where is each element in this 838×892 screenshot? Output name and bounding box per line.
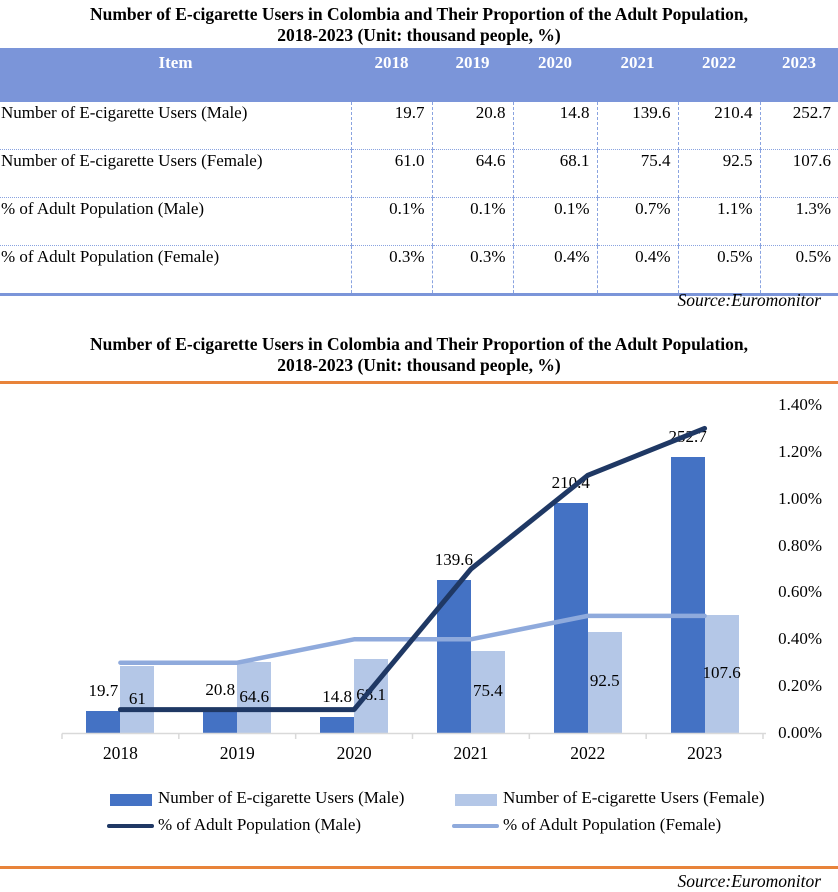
row-value: 92.5	[677, 149, 760, 198]
bar-users-male	[670, 456, 705, 733]
row-value: 0.1%	[350, 197, 432, 246]
bar-users-male	[86, 711, 121, 733]
legend-label-users-male: Number of E-cigarette Users (Male)	[158, 788, 405, 807]
data-label-female: 61	[128, 688, 146, 708]
table-row: % of Adult Population (Male) 0.1% 0.1% 0.1%…	[0, 197, 838, 246]
x-axis-label: 2023	[687, 743, 723, 763]
data-label-female: 92.5	[589, 671, 620, 691]
table-header-cell-2019: 2019	[432, 48, 513, 102]
chart-title-line1: Number of E-cigarette Users in Colombia …	[89, 334, 749, 354]
data-label-female: 64.6	[239, 686, 270, 706]
x-axis-label: 2022	[570, 743, 606, 763]
table-header-cell-item: Item	[0, 48, 351, 102]
row-label: Number of E-cigarette Users (Female)	[0, 149, 351, 198]
right-axis-tick-label: 0.80%	[778, 535, 822, 555]
row-value: 19.7	[350, 101, 432, 150]
x-axis-line	[61, 732, 766, 739]
data-table: Item 2018 2019 2020 2021 2022 2023 Number of E…	[0, 48, 838, 296]
right-axis-tick-label: 0.00%	[778, 723, 822, 742]
data-label-male: 19.7	[88, 681, 119, 701]
legend-swatch-pct-female	[452, 824, 499, 828]
row-value: 0.5%	[759, 245, 838, 295]
legend-swatch-users-male	[110, 794, 152, 806]
row-value: 68.1	[512, 149, 597, 198]
chart-title-line2: 2018-2023 (Unit: thousand people, %)	[277, 355, 561, 375]
bar-users-male	[203, 710, 238, 733]
row-label: % of Adult Population (Male)	[0, 197, 351, 246]
table-row: Number of E-cigarette Users (Female) 61.0…	[0, 149, 838, 198]
row-value: 14.8	[512, 101, 597, 150]
row-value: 0.4%	[512, 245, 597, 295]
legend-label-pct-male: % of Adult Population (Male)	[158, 815, 362, 834]
row-value: 0.1%	[431, 197, 513, 246]
x-axis-label: 2019	[219, 743, 255, 763]
legend-label-users-female: Number of E-cigarette Users (Female)	[503, 788, 765, 807]
bar-users-male	[436, 580, 471, 733]
table-header-cell-2023: 2023	[760, 48, 838, 102]
row-value: 0.3%	[350, 245, 432, 295]
chart-title: Number of E-cigarette Users in Colombia …	[0, 334, 838, 376]
row-value: 139.6	[596, 101, 678, 150]
right-axis-tick-label: 1.40%	[778, 395, 822, 414]
data-label-female: 75.4	[473, 680, 503, 700]
table-title: Number of E-cigarette Users in Colombia …	[0, 4, 838, 46]
right-axis-tick-label: 1.00%	[778, 488, 822, 508]
right-axis-tick-label: 0.40%	[778, 629, 822, 649]
data-label-male: 210.4	[551, 472, 590, 492]
legend-label-pct-female: % of Adult Population (Female)	[503, 815, 722, 834]
row-value: 64.6	[431, 149, 513, 198]
data-label-female: 68.1	[356, 684, 386, 704]
row-value: 1.1%	[677, 197, 760, 246]
table-header-cell-2021: 2021	[597, 48, 678, 102]
row-value: 210.4	[677, 101, 760, 150]
x-axis-label: 2020	[336, 743, 372, 763]
chart-top-rule	[0, 381, 838, 384]
data-label-male: 139.6	[434, 550, 474, 570]
row-value: 0.4%	[596, 245, 678, 295]
row-value: 0.7%	[596, 197, 678, 246]
table-header-cell-2020: 2020	[513, 48, 597, 102]
legend-swatch-pct-male	[107, 824, 154, 828]
table-header-cell-2018: 2018	[351, 48, 432, 102]
row-value: 0.1%	[512, 197, 597, 246]
row-value: 252.7	[759, 101, 838, 150]
right-axis-tick-label: 1.20%	[778, 441, 822, 461]
row-value: 20.8	[431, 101, 513, 150]
right-axis-tick-label: 0.60%	[778, 582, 822, 602]
chart-source: Source:Euromonitor	[677, 871, 821, 891]
row-label: Number of E-cigarette Users (Male)	[1, 103, 248, 122]
table-row: % of Adult Population (Female) 0.3% 0.3% 0.…	[0, 245, 838, 295]
x-axis-label: 2021	[453, 743, 489, 763]
data-label-male: 252.7	[668, 426, 707, 446]
row-value: 0.3%	[431, 245, 513, 295]
table-source: Source:Euromonitor	[677, 290, 821, 310]
data-label-female: 107.6	[702, 663, 741, 683]
table-title-line2: 2018-2023 (Unit: thousand people, %)	[277, 25, 561, 45]
table-header-row: Item 2018 2019 2020 2021 2022 2023	[0, 48, 838, 102]
row-value: 75.4	[596, 149, 678, 198]
table-title-line1: Number of E-cigarette Users in Colombia …	[89, 4, 749, 24]
row-value: 1.3%	[759, 197, 838, 246]
x-axis-label: 2018	[102, 743, 138, 763]
row-label: % of Adult Population (Female)	[0, 245, 351, 295]
legend-swatch-users-female	[455, 794, 497, 806]
row-value: 61.0	[350, 149, 432, 198]
bar-users-male	[553, 502, 588, 733]
chart-bottom-rule	[0, 866, 838, 869]
table-row: Number of E-cigarette Users (Male) 19.7 20…	[0, 101, 838, 150]
row-value: 107.6	[759, 149, 838, 198]
right-axis-tick-label: 0.20%	[778, 676, 822, 696]
bar-users-male	[320, 716, 355, 733]
table-header-cell-2022: 2022	[678, 48, 760, 102]
bar-users-female	[704, 615, 739, 733]
row-value: 0.5%	[677, 245, 760, 295]
